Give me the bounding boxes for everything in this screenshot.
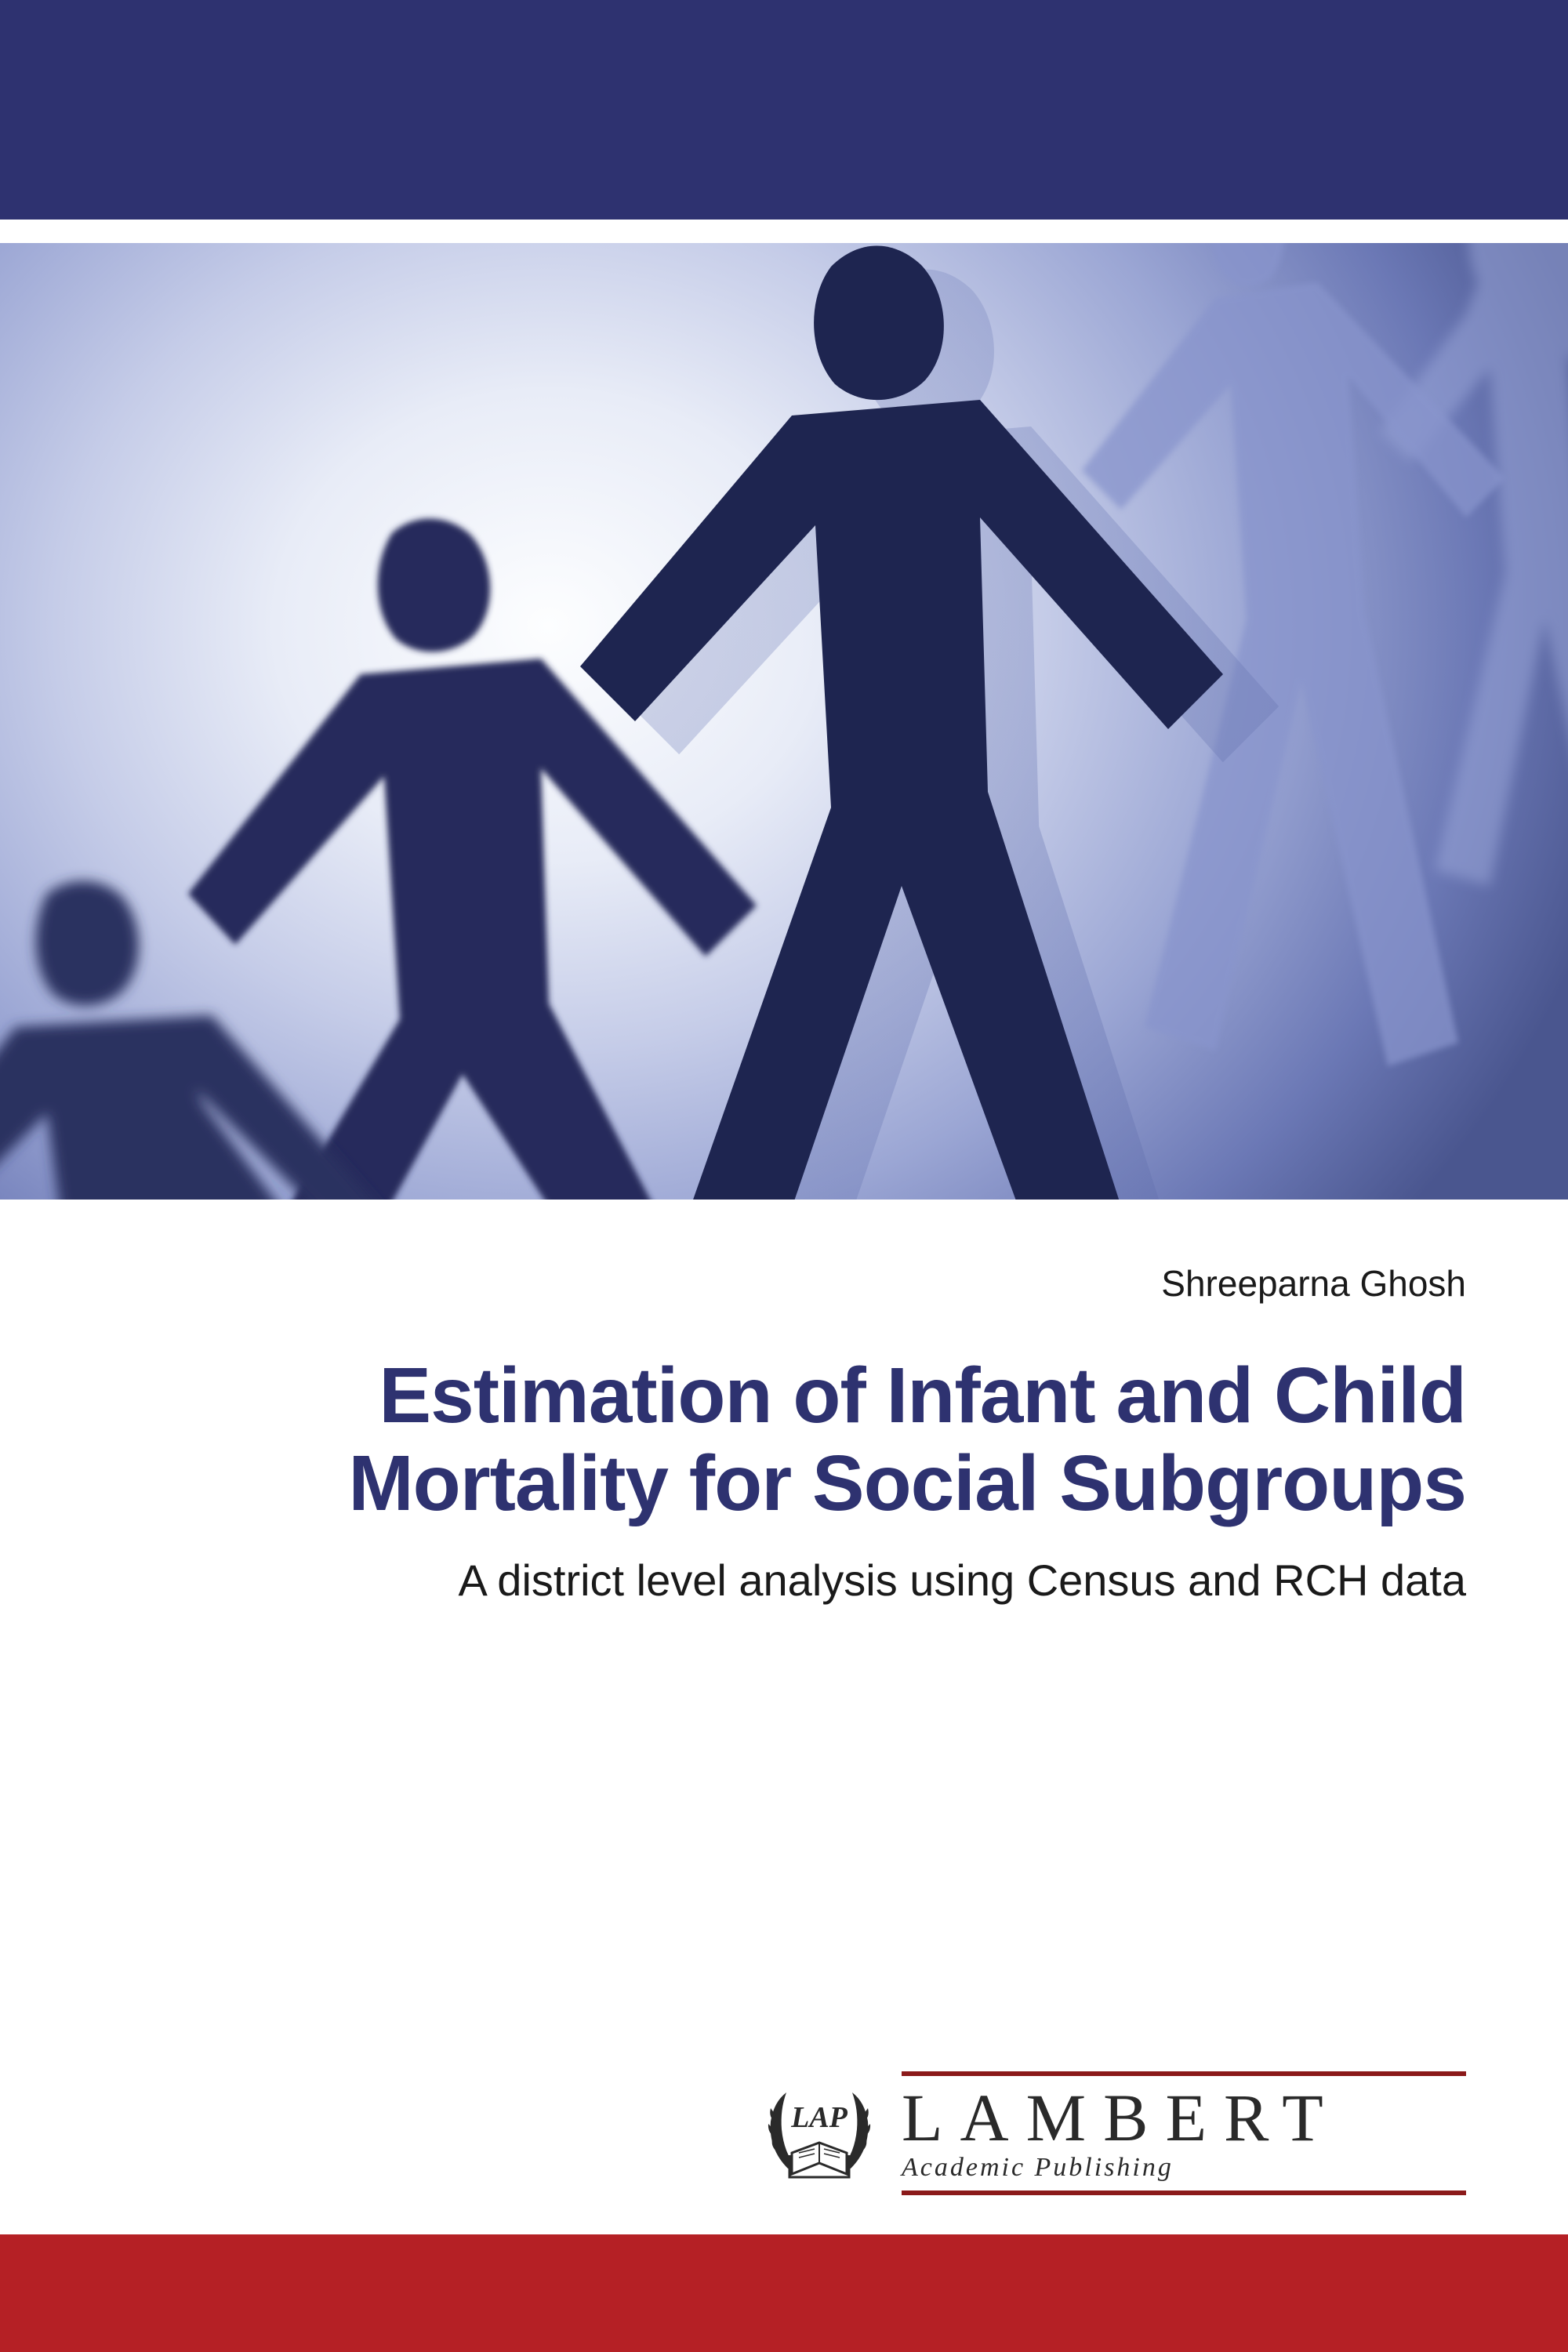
publisher-text: LAMBERT Academic Publishing <box>902 2071 1466 2195</box>
publisher-logo: LAP LAMBERT Academic Publishing <box>757 2071 1466 2195</box>
book-title: Estimation of Infant and Child Mortality… <box>102 1352 1466 1527</box>
svg-text:LAP: LAP <box>790 2101 848 2134</box>
book-subtitle: A district level analysis using Census a… <box>102 1555 1466 1606</box>
logo-rule-top <box>902 2071 1466 2076</box>
top-color-bar <box>0 0 1568 220</box>
publisher-emblem: LAP <box>757 2078 882 2188</box>
cover-text-block: Shreeparna Ghosh Estimation of Infant an… <box>0 1200 1568 1606</box>
publisher-tagline: Academic Publishing <box>902 2153 1466 2183</box>
bottom-color-bar <box>0 2234 1568 2352</box>
publisher-name: LAMBERT <box>902 2084 1466 2151</box>
logo-rule-bottom <box>902 2190 1466 2195</box>
author-name: Shreeparna Ghosh <box>102 1262 1466 1305</box>
hero-illustration <box>0 243 1568 1200</box>
paper-figures-svg <box>0 243 1568 1200</box>
divider-gap <box>0 220 1568 243</box>
